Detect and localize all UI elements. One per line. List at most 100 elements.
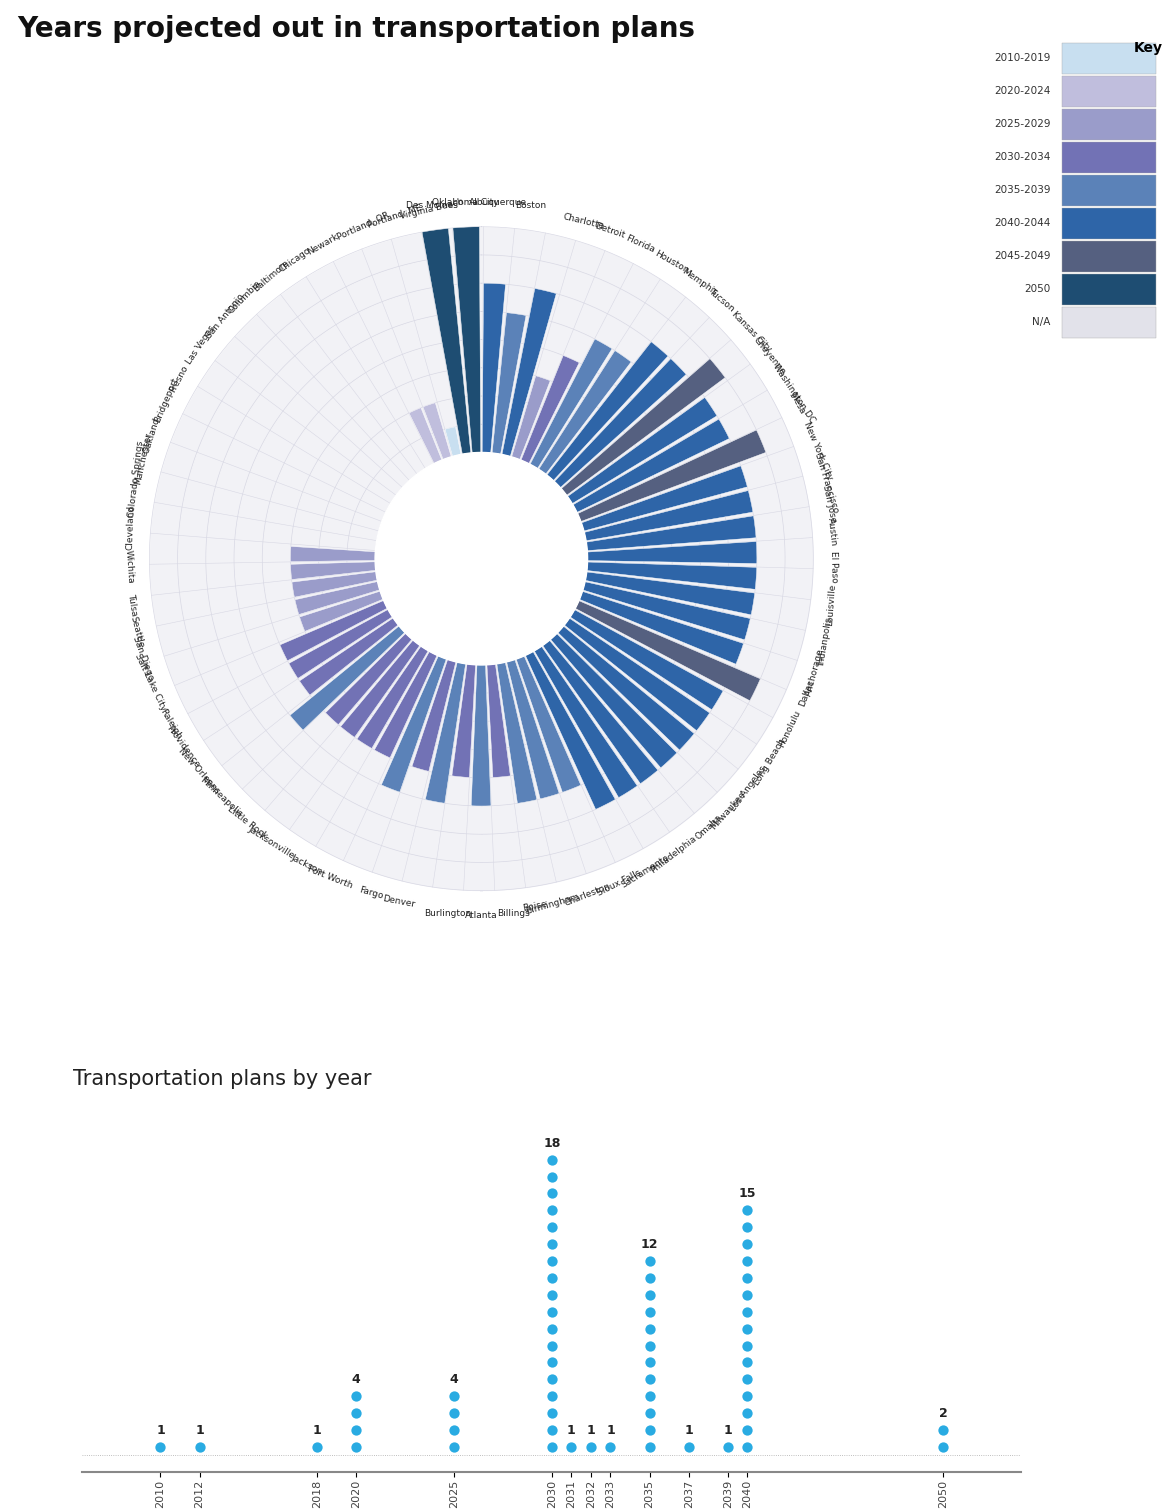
Text: Honolulu: Honolulu (777, 708, 803, 749)
Point (542, 1199, 561, 1223)
Bar (1062, 76, 1155, 107)
Point (308, 1434, 326, 1459)
Bar (581, 467, 748, 532)
Point (346, 1385, 365, 1409)
Bar (526, 651, 615, 809)
Text: Columbia: Columbia (227, 279, 263, 316)
Text: Minneapolis: Minneapolis (198, 776, 244, 818)
Text: Portland, ME: Portland, ME (366, 202, 423, 230)
Text: Key: Key (1133, 41, 1162, 54)
Text: Virginia Beach: Virginia Beach (399, 196, 465, 220)
Point (738, 1434, 757, 1459)
Text: 2045-2049: 2045-2049 (994, 251, 1051, 261)
Point (738, 1199, 757, 1223)
Bar (289, 610, 392, 678)
Text: Cheyenne: Cheyenne (751, 335, 788, 376)
Point (190, 1434, 209, 1459)
Text: Little Rock: Little Rock (225, 805, 269, 841)
Point (640, 1418, 659, 1442)
Bar (487, 664, 511, 778)
Point (445, 1418, 464, 1442)
Bar (421, 228, 471, 455)
Bar (299, 592, 383, 631)
Bar (382, 655, 446, 793)
Point (542, 1164, 561, 1188)
Point (640, 1385, 659, 1409)
Point (738, 1216, 757, 1240)
Point (738, 1265, 757, 1290)
Point (640, 1249, 659, 1273)
Text: Detroit: Detroit (594, 222, 626, 240)
Text: Oakland: Oakland (142, 415, 161, 455)
Bar (567, 397, 717, 504)
Text: Cleveland: Cleveland (126, 504, 135, 550)
Point (346, 1401, 365, 1425)
Bar (409, 408, 441, 464)
Text: San Antonio: San Antonio (204, 291, 245, 340)
Text: 2: 2 (939, 1407, 947, 1419)
Text: 18: 18 (544, 1137, 560, 1149)
Text: 1: 1 (312, 1424, 322, 1438)
Bar (445, 427, 461, 456)
Text: Providence: Providence (164, 723, 201, 769)
Text: 2030-2034: 2030-2034 (994, 153, 1051, 162)
Text: 1: 1 (567, 1424, 575, 1438)
Point (640, 1317, 659, 1341)
Point (640, 1300, 659, 1324)
Bar (582, 581, 750, 640)
Text: Washington DC: Washington DC (771, 362, 817, 424)
Point (738, 1249, 757, 1273)
Text: 2035-2039: 2035-2039 (994, 186, 1051, 195)
Text: 1: 1 (723, 1424, 733, 1438)
Bar (575, 601, 761, 701)
Bar (279, 601, 387, 661)
Text: 1: 1 (684, 1424, 693, 1438)
Text: Transportation plans by year: Transportation plans by year (73, 1069, 371, 1089)
Bar (534, 646, 637, 797)
Text: San Diego: San Diego (130, 634, 155, 681)
Bar (1062, 208, 1155, 239)
Text: Tulsa: Tulsa (126, 593, 139, 616)
Bar (558, 627, 694, 750)
Bar (1062, 42, 1155, 74)
Point (640, 1282, 659, 1306)
Bar (554, 359, 686, 488)
Text: Omaha: Omaha (694, 812, 724, 841)
Bar (471, 664, 491, 806)
Point (542, 1232, 561, 1256)
Point (542, 1317, 561, 1341)
Point (640, 1434, 659, 1459)
Text: Charleston: Charleston (562, 882, 612, 909)
Bar (412, 660, 456, 772)
Point (542, 1216, 561, 1240)
Bar (290, 627, 405, 731)
Point (640, 1265, 659, 1290)
Point (445, 1401, 464, 1425)
Text: 2025-2029: 2025-2029 (994, 119, 1051, 130)
Point (718, 1434, 737, 1459)
Bar (586, 572, 755, 615)
Point (542, 1367, 561, 1391)
Bar (571, 610, 723, 710)
Bar (492, 313, 526, 455)
Point (933, 1418, 952, 1442)
Text: 4: 4 (352, 1373, 360, 1386)
Text: 1: 1 (587, 1424, 595, 1438)
Text: Las Vegas: Las Vegas (184, 325, 217, 367)
Bar (1062, 240, 1155, 272)
Text: Colorado Springs: Colorado Springs (128, 439, 146, 518)
Text: Tucson: Tucson (707, 287, 735, 314)
Text: Seattle: Seattle (128, 616, 146, 649)
Text: Years projected out in transportation plans: Years projected out in transportation pl… (18, 15, 696, 44)
Text: New Orleans: New Orleans (176, 746, 222, 796)
Text: Bridgeport: Bridgeport (153, 376, 180, 423)
Point (346, 1434, 365, 1459)
Bar (497, 663, 537, 803)
Text: Louisville: Louisville (825, 583, 837, 627)
Point (445, 1434, 464, 1459)
Bar (1062, 142, 1155, 172)
Text: Portland, OR: Portland, OR (336, 210, 391, 242)
Bar (502, 288, 556, 456)
Bar (585, 491, 753, 541)
Bar (357, 646, 429, 749)
